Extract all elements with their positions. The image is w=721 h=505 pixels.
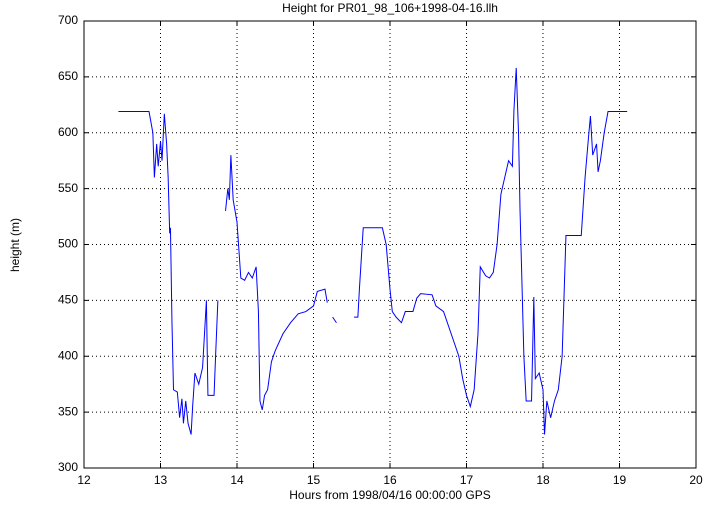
x-tick-label: 19 [613,473,627,487]
y-tick-label: 700 [58,13,78,27]
x-tick-label: 17 [460,473,474,487]
x-tick-label: 16 [383,473,397,487]
chart-title: Height for PR01_98_106+1998-04-16.llh [282,1,498,15]
x-tick-label: 20 [689,473,703,487]
x-tick-label: 12 [77,473,91,487]
y-tick-label: 400 [58,348,78,362]
data-line [118,67,628,435]
y-tick-label: 550 [58,181,78,195]
x-tick-label: 18 [536,473,550,487]
y-tick-label: 600 [58,125,78,139]
x-tick-label: 13 [154,473,168,487]
y-tick-label: 300 [58,460,78,474]
y-tick-label: 650 [58,69,78,83]
y-tick-label: 500 [58,237,78,251]
y-axis-label: height (m) [8,218,22,272]
x-axis-label: Hours from 1998/04/16 00:00:00 GPS [289,488,490,502]
y-tick-label: 450 [58,293,78,307]
x-tick-label: 14 [230,473,244,487]
y-tick-label: 350 [58,404,78,418]
x-tick-label: 15 [307,473,321,487]
